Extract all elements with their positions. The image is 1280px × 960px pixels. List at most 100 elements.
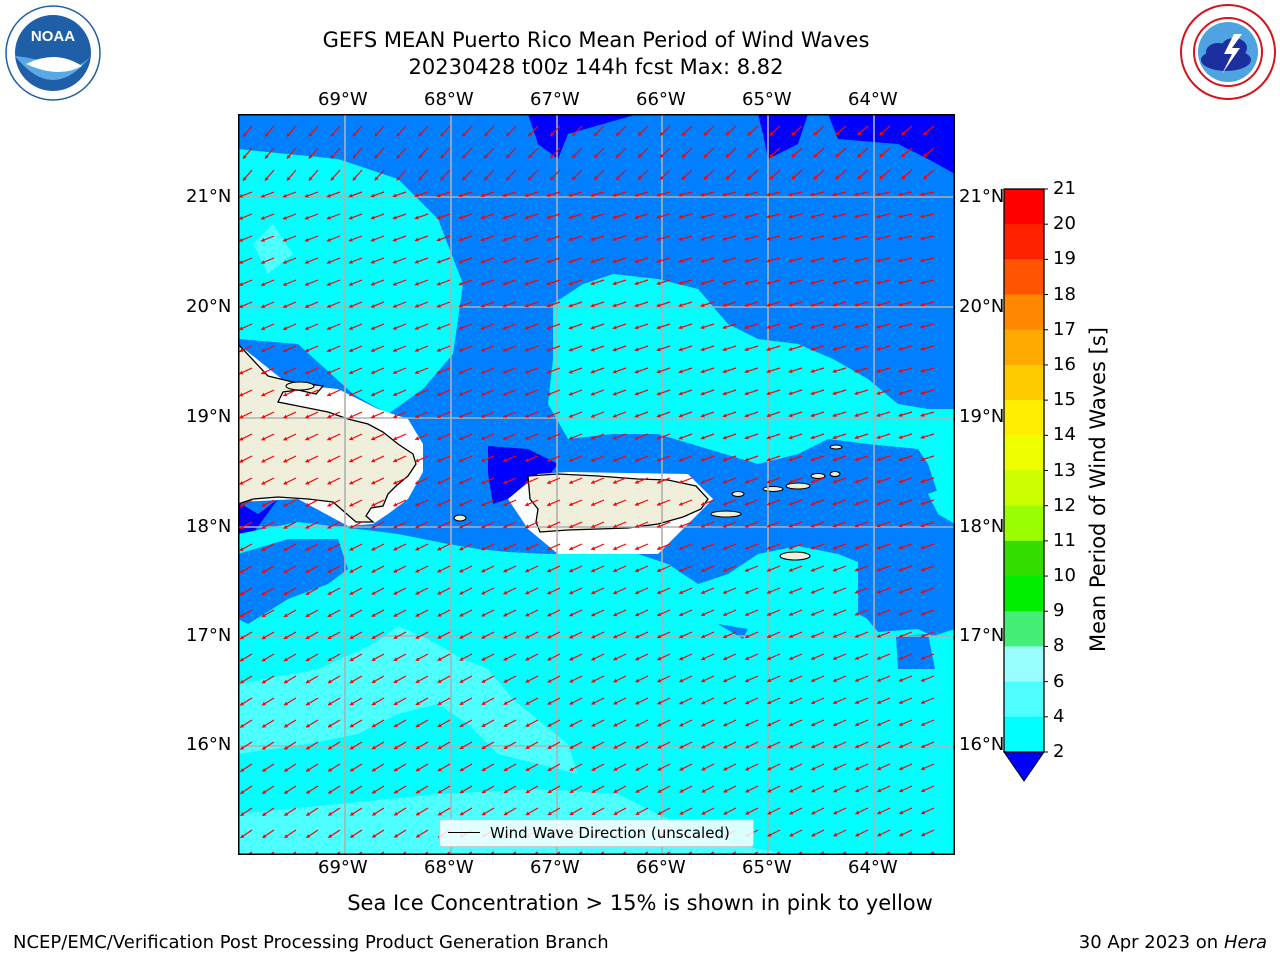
wind-arrow-head bbox=[701, 678, 706, 683]
wind-arrow-head bbox=[372, 811, 377, 816]
wind-arrow-head bbox=[525, 789, 530, 793]
wind-arrow-head bbox=[506, 132, 511, 137]
wind-arrow-head bbox=[349, 304, 353, 308]
wind-arrow-head bbox=[613, 612, 618, 617]
wind-arrow-head bbox=[415, 370, 420, 374]
wind-arrow-head bbox=[568, 215, 573, 220]
colorbar-tick-label: 11 bbox=[1053, 529, 1076, 551]
footer-branch: NCEP/EMC/Verification Post Processing Pr… bbox=[13, 932, 609, 953]
wind-arrow-head bbox=[591, 700, 596, 705]
wind-arrow-head bbox=[832, 545, 837, 550]
wind-arrow-head bbox=[722, 546, 727, 550]
wind-arrow-head bbox=[612, 347, 617, 352]
wind-arrow-head bbox=[635, 612, 640, 617]
wind-arrow-head bbox=[679, 546, 684, 550]
wind-arrow-head bbox=[656, 479, 661, 484]
wind-arrow-head bbox=[855, 700, 860, 705]
wind-arrow-head bbox=[484, 132, 489, 137]
wind-arrow-head bbox=[635, 678, 640, 683]
wind-arrow-head bbox=[371, 370, 376, 375]
wind-arrow-head bbox=[525, 524, 530, 529]
colorbar-tick-marks bbox=[1044, 188, 1048, 753]
wind-arrow-head bbox=[656, 457, 661, 462]
wind-arrow-head bbox=[371, 568, 376, 573]
wind-arrow-head bbox=[239, 304, 244, 309]
wind-arrow-head bbox=[920, 302, 925, 307]
wind-arrow-head bbox=[261, 591, 266, 595]
wind-arrow-head bbox=[635, 546, 640, 551]
wind-arrow-head bbox=[371, 502, 376, 507]
wind-arrow-head bbox=[503, 767, 508, 771]
wind-arrow-head bbox=[701, 788, 706, 793]
wind-arrow-head bbox=[524, 303, 529, 308]
wind-arrow bbox=[422, 851, 429, 855]
wind-arrow-head bbox=[634, 413, 639, 418]
colorbar-tick-label: 12 bbox=[1053, 494, 1076, 516]
wind-arrow-head bbox=[700, 258, 705, 263]
wind-arrow-head bbox=[722, 303, 727, 308]
wind-arrow-head bbox=[418, 154, 423, 159]
wind-arrow-head bbox=[502, 193, 507, 198]
wind-arrow-head bbox=[725, 175, 730, 180]
wind-arrow-head bbox=[416, 833, 421, 838]
wind-arrow-head bbox=[568, 281, 573, 286]
wind-arrow-head bbox=[569, 767, 574, 771]
wind-arrow-head bbox=[744, 479, 749, 484]
wind-arrow-head bbox=[436, 259, 441, 264]
wind-arrow-head bbox=[283, 458, 288, 463]
wind-arrow-head bbox=[854, 567, 859, 572]
wind-arrow-head bbox=[568, 237, 573, 242]
wind-arrow-head bbox=[304, 237, 309, 242]
wind-arrow-head bbox=[701, 811, 706, 815]
wind-arrow-head bbox=[459, 414, 464, 418]
wind-arrow-head bbox=[546, 193, 551, 198]
wind-arrow-head bbox=[701, 700, 706, 705]
wind-arrow-head bbox=[327, 524, 332, 529]
wind-arrow-head bbox=[876, 368, 881, 373]
wind-arrow bbox=[509, 851, 517, 855]
wind-arrow-head bbox=[305, 613, 310, 617]
wind-arrow-head bbox=[766, 192, 771, 197]
wind-arrow-head bbox=[744, 391, 749, 396]
legend-line-swatch bbox=[448, 832, 480, 833]
wind-arrow-head bbox=[283, 436, 288, 441]
wind-arrow-head bbox=[744, 347, 749, 352]
wind-arrow-head bbox=[480, 325, 485, 330]
wind-arrow-head bbox=[328, 789, 333, 794]
wind-arrow-head bbox=[613, 568, 618, 573]
wind-arrow-head bbox=[767, 678, 772, 683]
lon-label-bottom-64w: 64°W bbox=[848, 857, 898, 878]
wind-arrow-head bbox=[502, 347, 507, 352]
wind-arrow-head bbox=[348, 259, 353, 264]
wind-arrow-head bbox=[832, 236, 837, 241]
wind-arrow-head bbox=[572, 132, 577, 136]
wind-arrow-head bbox=[854, 280, 859, 285]
wind-arrow-head bbox=[568, 369, 573, 374]
wind-arrow-head bbox=[240, 812, 245, 816]
wind-arrow-head bbox=[352, 154, 357, 159]
wind-arrow-head bbox=[899, 678, 903, 682]
wind-arrow-head bbox=[371, 635, 376, 639]
wind-arrow-head bbox=[418, 132, 423, 137]
wind-arrow-head bbox=[371, 657, 376, 661]
wind-arrow-head bbox=[788, 589, 793, 594]
wind-arrow-head bbox=[524, 347, 529, 352]
wind-arrow-head bbox=[833, 700, 838, 705]
wind-arrow-head bbox=[920, 501, 925, 506]
wind-arrow-head bbox=[525, 436, 530, 440]
wind-arrow-head bbox=[238, 193, 243, 198]
wind-arrow-head bbox=[656, 281, 661, 286]
wind-arrow-head bbox=[876, 280, 881, 285]
wind-arrow-head bbox=[393, 392, 398, 397]
wind-arrow-head bbox=[657, 789, 662, 793]
colorbar-band bbox=[1004, 294, 1044, 331]
wind-arrow-head bbox=[239, 657, 244, 662]
wind-arrow-head bbox=[854, 523, 859, 528]
wind-arrow-head bbox=[525, 701, 530, 705]
wind-arrow-head bbox=[744, 214, 749, 219]
wind-arrow-head bbox=[745, 722, 750, 727]
wind-arrow-head bbox=[374, 132, 379, 137]
wind-arrow-head bbox=[855, 744, 860, 749]
wind-arrow-head bbox=[876, 258, 881, 263]
wind-arrow-head bbox=[481, 767, 486, 772]
